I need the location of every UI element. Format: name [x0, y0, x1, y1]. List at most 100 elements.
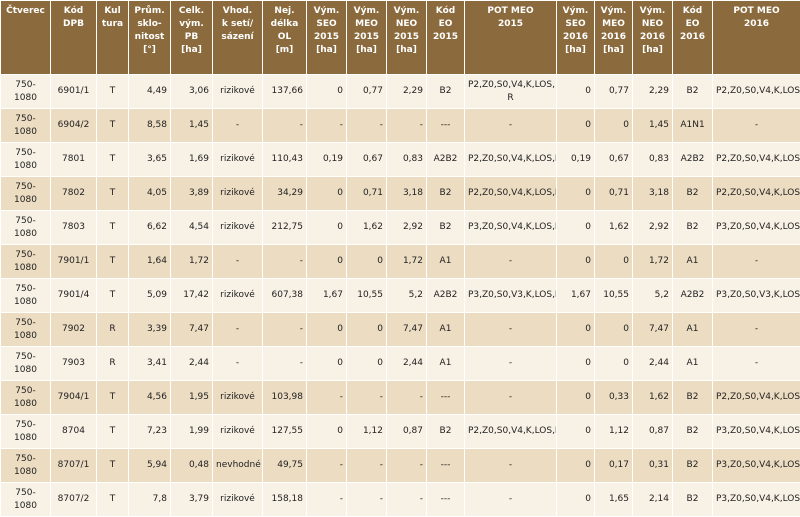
- header-line: Vým.: [562, 6, 589, 16]
- table-cell: T: [96, 210, 129, 245]
- table-cell: P2,Z0,S0,V4,K,LOS,PK,R,ST: [712, 176, 800, 211]
- header-line: Kul: [104, 6, 121, 16]
- table-cell: 110,43: [262, 142, 307, 177]
- header-line: EO: [438, 19, 453, 29]
- table-cell: 0,19: [306, 142, 347, 177]
- table-cell: 750-1080: [0, 176, 51, 211]
- table-cell: -: [464, 244, 557, 279]
- table-cell: 750-1080: [0, 448, 51, 483]
- table-cell: 750-1080: [0, 414, 51, 449]
- table-cell: 0: [346, 346, 387, 381]
- table-cell: 0,67: [346, 142, 387, 177]
- table-cell: -: [464, 448, 557, 483]
- header-line: Kód: [63, 6, 84, 16]
- table-cell: 0: [306, 210, 347, 245]
- table-cell: T: [96, 176, 129, 211]
- column-header: Kód DPB: [50, 0, 97, 75]
- table-cell: 2,44: [632, 346, 673, 381]
- header-line: 2015: [497, 19, 524, 29]
- table-cell: P2,Z0,S0,V4,K,LOS, R: [464, 74, 557, 109]
- table-cell: A1: [672, 244, 713, 279]
- table-cell: 4,56: [128, 380, 171, 415]
- table-cell: 0: [556, 210, 595, 245]
- header-line: EO: [685, 19, 700, 29]
- table-cell: T: [96, 74, 129, 109]
- table-cell: B2: [426, 176, 465, 211]
- header-line: [ha]: [565, 45, 586, 55]
- table-cell: 1,72: [170, 244, 213, 279]
- column-header: Vým. NEO 2015 [ha]: [386, 0, 427, 75]
- header-line: [ha]: [181, 45, 202, 55]
- table-cell: 49,75: [262, 448, 307, 483]
- table-cell: 0: [556, 482, 595, 517]
- table-row: 750-1080 7902 R 3,39 7,47- -0 0 7,47 A1-0 0 7,47 A1…: [0, 312, 800, 347]
- table-row: 750-1080 7802 T 4,05 3,89 rizikové 34,29 0 0,71 3…: [0, 176, 800, 211]
- table-cell: 750-1080: [0, 380, 51, 415]
- table-cell: 1,62: [346, 210, 387, 245]
- header-line: Nej.: [274, 6, 295, 16]
- table-cell: 8704: [50, 414, 97, 449]
- header-line: Vým.: [639, 6, 666, 16]
- table-cell: 7901/4: [50, 278, 97, 313]
- table-cell: 0: [556, 414, 595, 449]
- header-line: 2016: [600, 32, 627, 42]
- table-row: 750-1080 6901/1 T 4,49 3,06 rizikové 137,66 0 0,…: [0, 74, 800, 109]
- table-cell: rizikové: [212, 74, 263, 109]
- header-line: Vým.: [353, 6, 380, 16]
- table-cell: rizikové: [212, 142, 263, 177]
- table-cell: T: [96, 142, 129, 177]
- table-cell: 2,14: [632, 482, 673, 517]
- table-cell: 1,12: [346, 414, 387, 449]
- table-cell: 0,71: [594, 176, 633, 211]
- table-cell: P3,Z0,S0,V4,K,LOS,PK,R,ST: [712, 210, 800, 245]
- header-line: Vým.: [313, 6, 340, 16]
- header-line: [ha]: [356, 45, 377, 55]
- column-header: Kód EO 2015: [426, 0, 465, 75]
- table-cell: 6,62: [128, 210, 171, 245]
- table-cell: 17,42: [170, 278, 213, 313]
- table-cell: -: [212, 108, 263, 143]
- table-row: 750-1080 8707/1 T 5,94 0,48 nevhodné 49,75- - - -…: [0, 448, 800, 483]
- table-cell: 750-1080: [0, 278, 51, 313]
- table-row: 750-1080 7803 T 6,62 4,54 rizikové 212,75 0 1,62…: [0, 210, 800, 245]
- table-cell: 0: [556, 380, 595, 415]
- table-cell: 7902: [50, 312, 97, 347]
- table-cell: 0,48: [170, 448, 213, 483]
- header-line: k setí/: [221, 19, 254, 29]
- table-cell: 0,67: [594, 142, 633, 177]
- table-cell: 750-1080: [0, 142, 51, 177]
- header-line: OL: [277, 32, 292, 42]
- header-line: 2016: [639, 32, 666, 42]
- table-cell: 3,79: [170, 482, 213, 517]
- table-cell: B2: [426, 210, 465, 245]
- table-cell: 103,98: [262, 380, 307, 415]
- column-header: POT MEO 2015: [464, 0, 557, 75]
- table-cell: 3,89: [170, 176, 213, 211]
- table-cell: 0,87: [386, 414, 427, 449]
- table-cell: 0: [306, 346, 347, 381]
- table-cell: 7,47: [170, 312, 213, 347]
- table-cell: 0,77: [594, 74, 633, 109]
- table-cell: ---: [426, 482, 465, 517]
- table-cell: 0: [346, 312, 387, 347]
- table-cell: 750-1080: [0, 210, 51, 245]
- table-cell: -: [306, 380, 347, 415]
- header-row: Čtverec Kód DPB Kul tura Prům. sklo-nitost [°] C…: [0, 0, 800, 75]
- table-cell: -: [464, 312, 557, 347]
- header-line: DPB: [63, 19, 84, 29]
- table-cell: 0: [306, 312, 347, 347]
- header-line: 2015: [353, 32, 380, 42]
- table-cell: -: [346, 448, 387, 483]
- table-cell: 0,87: [632, 414, 673, 449]
- table-cell: -: [212, 312, 263, 347]
- table-row: 750-1080 7901/4 T 5,09 17,42 rizikové 607,38 1,…: [0, 278, 800, 313]
- table-cell: B2: [672, 74, 713, 109]
- table-cell: 2,44: [386, 346, 427, 381]
- table-header: Čtverec Kód DPB Kul tura Prům. sklo-nitost [°] C…: [0, 0, 800, 75]
- table-row: 750-1080 6904/2 T 8,58 1,45- - - - - --- -0 0 1,45 A1…: [0, 108, 800, 143]
- header-line: [ha]: [642, 45, 663, 55]
- table-cell: -: [262, 244, 307, 279]
- table-cell: 0: [556, 176, 595, 211]
- table-cell: 750-1080: [0, 74, 51, 109]
- table-cell: 2,44: [170, 346, 213, 381]
